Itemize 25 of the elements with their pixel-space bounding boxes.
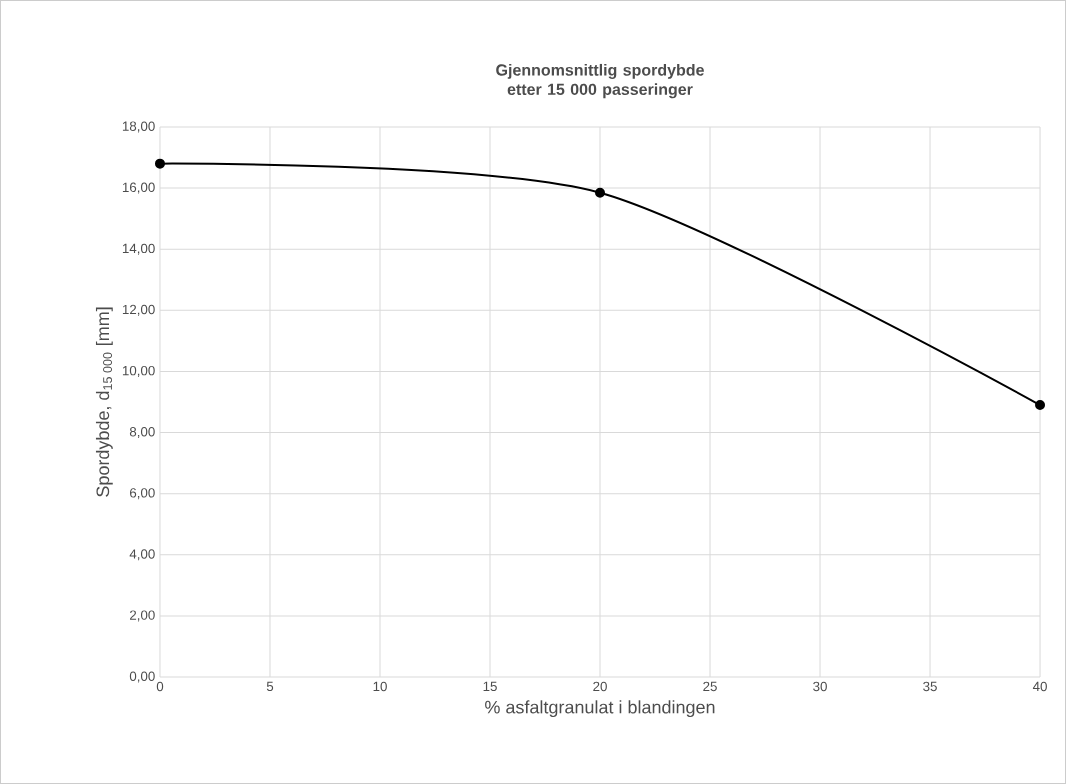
point [595, 187, 606, 198]
x-tick-label: 35 [923, 681, 937, 692]
x-tick-label: 0 [156, 681, 164, 692]
y-tick-label: 6,00 [129, 488, 155, 500]
x-tick-label: 25 [703, 681, 717, 692]
x-tick-label: 30 [813, 681, 827, 692]
y-tick-label: 10,00 [122, 365, 155, 377]
y-tick-label: 0,00 [129, 671, 155, 683]
y-tick-label: 8,00 [129, 427, 155, 439]
x-tick-label: 15 [483, 681, 497, 692]
y-tick-label: 4,00 [129, 549, 155, 561]
y-tick-label: 14,00 [122, 243, 155, 255]
point [154, 158, 165, 169]
x-tick-label: 20 [593, 681, 607, 692]
chart-title: Gjennomsnittlig spordybde etter 15 000 passeringer [496, 63, 704, 99]
y-tick-label: 16,00 [122, 182, 155, 194]
y-tick-label: 2,00 [129, 610, 155, 622]
x-tick-label: 5 [266, 681, 274, 692]
x-tick-label: 40 [1032, 681, 1047, 692]
y-tick-label: 18,00 [122, 121, 155, 133]
x-tick-label: 10 [373, 681, 387, 692]
y-axis-title: Spordybde, d$_{15 000}$ [mm] [95, 307, 113, 497]
y-tick-label: 12,00 [122, 304, 155, 316]
x-axis-title: % asfaltgranulat i blandingen [485, 700, 715, 718]
point [1035, 400, 1046, 411]
